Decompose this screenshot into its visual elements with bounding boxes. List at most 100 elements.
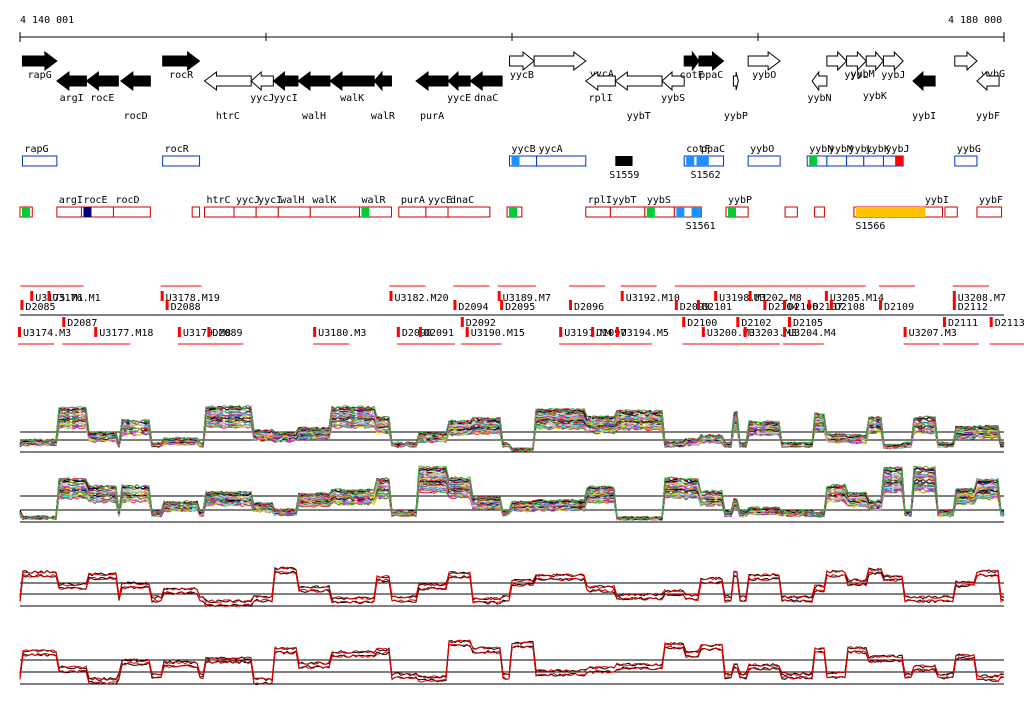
- expression-profile: [19, 414, 1005, 452]
- gene-arrow: [250, 70, 274, 92]
- tiling-mark: [903, 327, 907, 337]
- operon-label: yybF: [979, 195, 1003, 206]
- special-region-label: S1559: [609, 170, 639, 181]
- tiling-mark: [783, 327, 787, 337]
- operon-label: yybP: [728, 195, 752, 206]
- gene-label: yybG: [981, 69, 1005, 80]
- gene-label: yybT: [627, 111, 651, 122]
- tiling-mark: [696, 300, 700, 310]
- coordinate-ruler: 4 140 001 4 180 000: [19, 15, 1005, 42]
- operon-box: [191, 206, 201, 218]
- operon-box: [56, 206, 82, 218]
- tiling-mark: [207, 327, 211, 337]
- operon-label: purA: [401, 195, 425, 206]
- operon-label: yybK: [866, 144, 890, 155]
- gene-arrow: [811, 70, 828, 92]
- operon-box: [954, 155, 978, 167]
- operon-label: dnaC: [450, 195, 474, 206]
- gene-arrow: [415, 71, 449, 91]
- gene-label: yybI: [912, 111, 936, 122]
- operon-label: yycB: [512, 144, 536, 155]
- gene-label: yybF: [976, 111, 1000, 122]
- gene-arrow: [912, 70, 936, 92]
- gene-arrow: [203, 71, 252, 91]
- tiling-mark: [418, 327, 422, 337]
- special-region-label: S1562: [690, 170, 720, 181]
- tiling-mark: [177, 327, 181, 337]
- gene-arrow: [882, 50, 904, 72]
- operon-box: [609, 206, 646, 218]
- expression-profile: [19, 566, 1005, 604]
- gene-label: cotF: [680, 70, 704, 81]
- tiling-label: U3174.M3: [23, 328, 71, 339]
- tiling-mark: [569, 300, 573, 310]
- special-region-label: S1566: [855, 221, 885, 232]
- tiling-mark: [615, 327, 619, 337]
- tiling-label: U3208.M7: [958, 293, 1006, 304]
- tiling-mark: [94, 327, 98, 337]
- tiling-label: U3175.M1: [35, 293, 83, 304]
- special-region: [691, 207, 702, 217]
- gene-label: rocR: [169, 70, 194, 81]
- operon-box: [863, 155, 884, 167]
- expression-profile: [19, 411, 1005, 452]
- operon-box: [358, 206, 392, 218]
- operon-label: walK: [312, 195, 336, 206]
- tiling-mark: [62, 317, 66, 327]
- gene-arrow: [120, 71, 151, 91]
- tiling-mark: [787, 317, 791, 327]
- tiling-label: D2105: [793, 318, 823, 329]
- tiling-label: D2100: [687, 318, 717, 329]
- tiling-mark: [763, 300, 767, 310]
- gene-label: yybP: [724, 111, 748, 122]
- operon-box: [725, 206, 749, 218]
- tiling-label: D2113: [995, 318, 1024, 329]
- tiling-label: U3203.M3: [749, 328, 797, 339]
- gene-arrow: [826, 50, 848, 72]
- tiling-label: D2089: [212, 328, 242, 339]
- tiling-mark: [497, 291, 501, 301]
- tiling-mark: [674, 300, 678, 310]
- tiling-label: D2087: [67, 318, 97, 329]
- gene-arrow: [732, 71, 739, 91]
- operon-label: yycJ: [236, 195, 260, 206]
- operon-accent: [728, 207, 737, 217]
- tiling-label: U3202.M8: [754, 293, 802, 304]
- gene-arrow: [584, 71, 616, 91]
- operon-label: rocE: [83, 195, 107, 206]
- tiling-label: U3190.M15: [471, 328, 525, 339]
- gene-arrow: [976, 70, 1000, 92]
- tiling-label: U3204.M4: [788, 328, 836, 339]
- gene-label: yycA: [590, 69, 614, 80]
- gene-label: argI: [60, 93, 84, 104]
- gene-arrow: [614, 71, 663, 91]
- tiling-label: D2112: [958, 302, 988, 313]
- operon-box: [536, 155, 587, 167]
- tiling-mark: [807, 300, 811, 310]
- tiling-mark: [460, 317, 464, 327]
- gene-arrow: [162, 51, 201, 71]
- operon-label: yybN: [809, 144, 833, 155]
- gene-label: yybL: [844, 70, 868, 81]
- gene-arrow: [533, 51, 587, 71]
- tiling-mark: [559, 327, 563, 337]
- operon-box: [747, 155, 781, 167]
- operon-accent: [676, 207, 685, 217]
- operon-box: [112, 206, 151, 218]
- gene-label: htrC: [216, 111, 240, 122]
- gene-arrow: [56, 70, 87, 92]
- operon-label: yycI: [258, 195, 282, 206]
- operon-label: yybJ: [885, 144, 909, 155]
- operon-box: [826, 155, 848, 167]
- tiling-label: D2088: [171, 302, 201, 313]
- expression-profile: [19, 411, 1005, 451]
- operon-box: [162, 155, 201, 167]
- gene-arrow: [85, 71, 119, 91]
- operon-label: rocR: [165, 144, 190, 155]
- tiling-label: D2097: [596, 328, 626, 339]
- tiling-mark: [878, 300, 882, 310]
- gene-arrow: [447, 70, 471, 92]
